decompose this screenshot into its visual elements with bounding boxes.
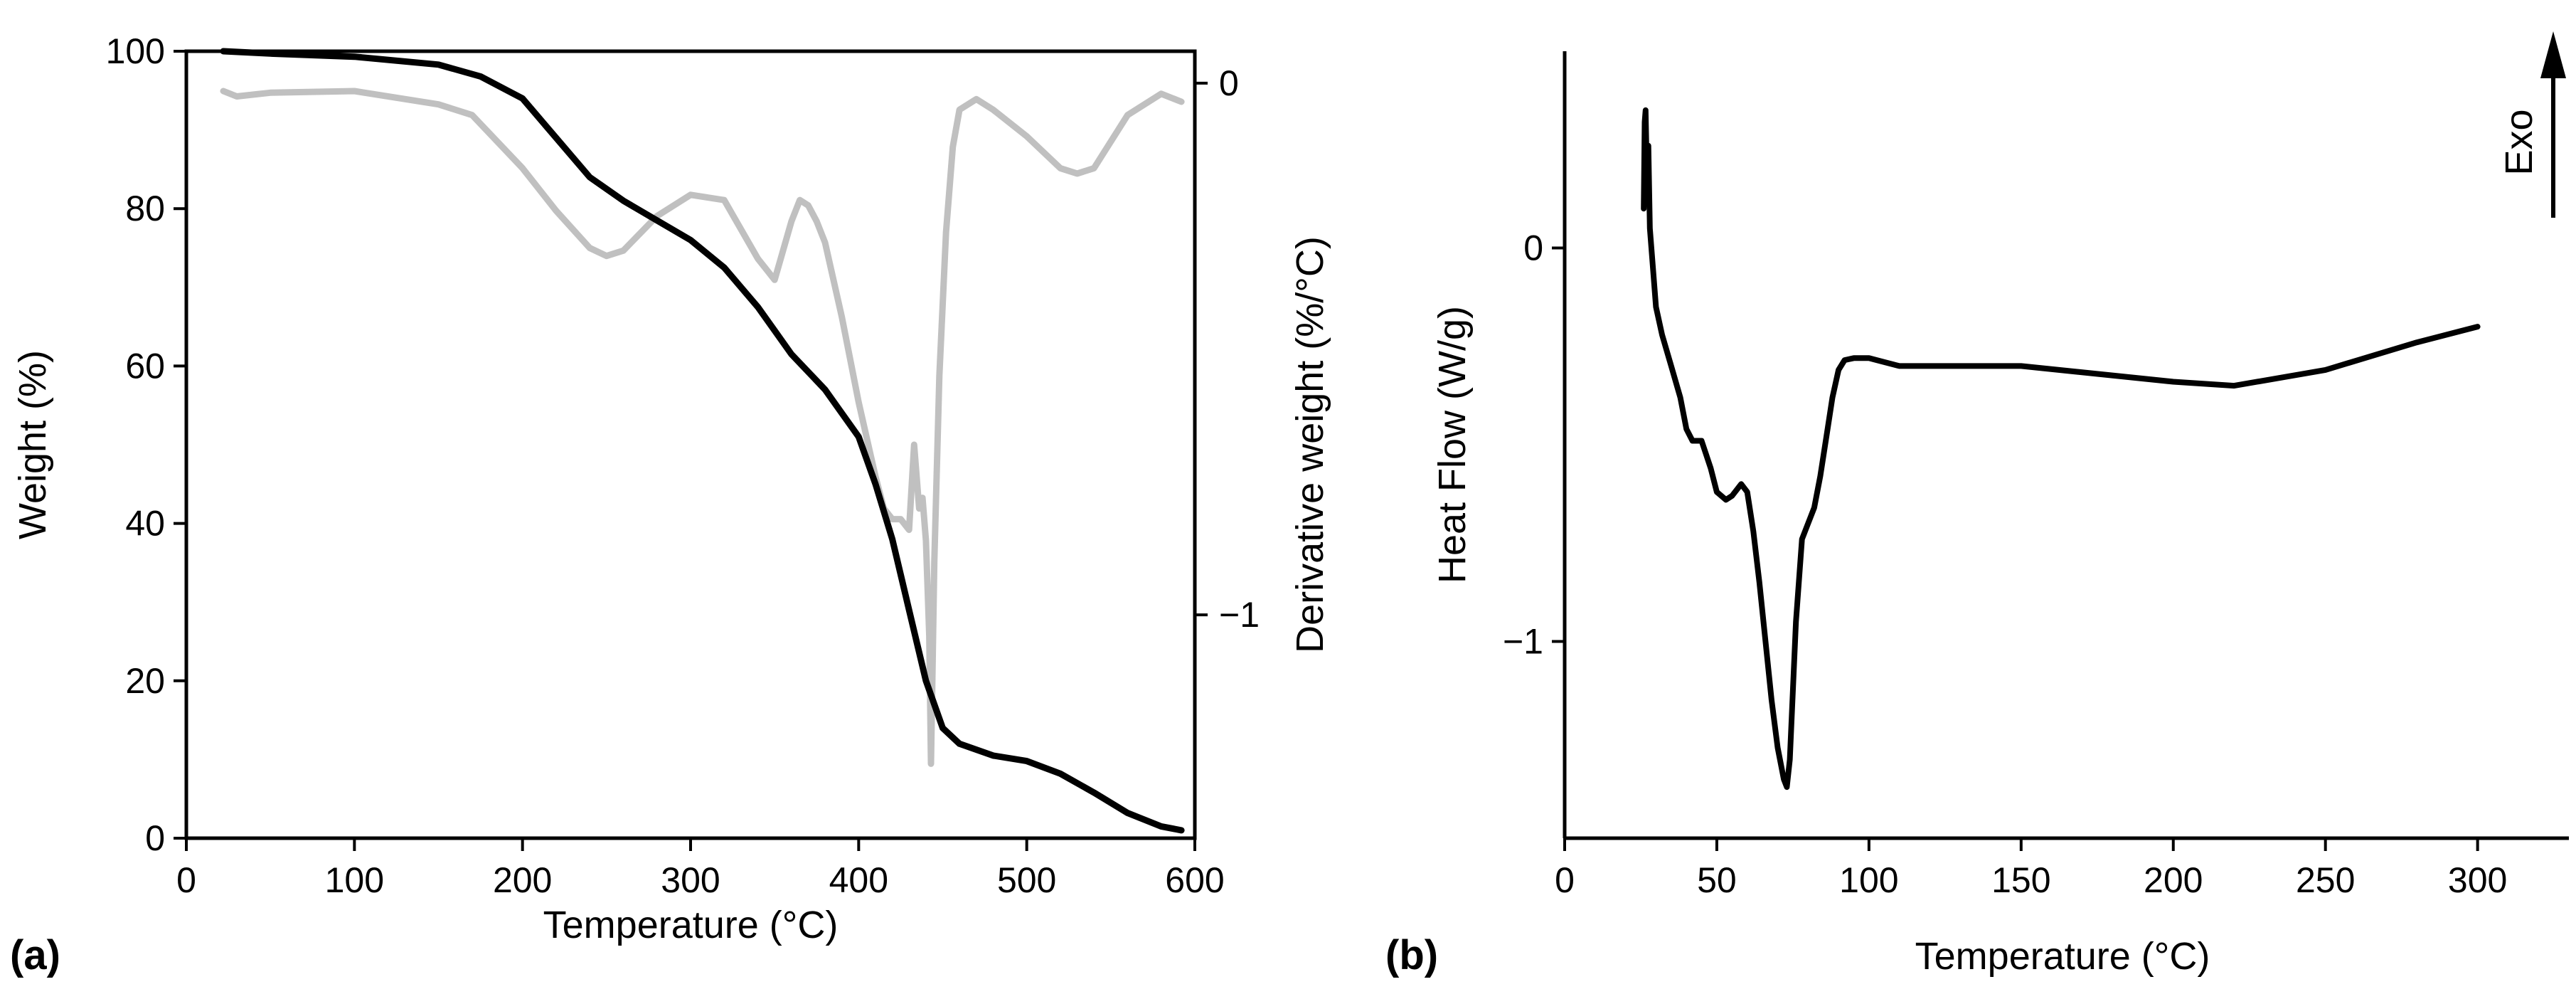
panel-b-x-ticks: 0 50 100 150 200 250 300 bbox=[1555, 838, 2507, 900]
panel-a-y2-ticks: −1 0 bbox=[1195, 63, 1260, 635]
exo-annotation: Exo bbox=[2498, 31, 2566, 218]
panel-a-y-tick-label: 40 bbox=[125, 504, 165, 544]
panel-b-x-tick-label: 100 bbox=[1839, 860, 1898, 900]
panel-b-y-tick-label: −1 bbox=[1503, 622, 1543, 662]
panel-a-x-tick-label: 600 bbox=[1165, 860, 1224, 900]
panel-b-series bbox=[1641, 107, 2481, 791]
panel-b-y-ticks: −1 0 bbox=[1503, 228, 1565, 662]
panel-a-y-ticks: 0 20 40 60 80 100 bbox=[106, 31, 186, 858]
panel-b-series-heat-flow-line bbox=[1641, 107, 2481, 791]
panel-a-x-tick-label: 0 bbox=[176, 860, 196, 900]
panel-a-x-tick-label: 100 bbox=[325, 860, 384, 900]
panel-a-y-tick-label: 0 bbox=[145, 818, 165, 858]
panel-b-y-tick-label: 0 bbox=[1523, 228, 1543, 268]
panel-a-x-tick-label: 400 bbox=[829, 860, 888, 900]
panel-b-x-axis-title: Temperature (°C) bbox=[1915, 935, 2210, 978]
panel-a-series-weight-line bbox=[220, 48, 1185, 834]
panel-a-x-ticks: 0 100 200 300 400 500 600 bbox=[176, 838, 1225, 900]
panel-a-series bbox=[220, 48, 1185, 834]
panel-a-x-tick-label: 200 bbox=[493, 860, 552, 900]
panel-b-x-tick-label: 50 bbox=[1697, 860, 1737, 900]
panel-a-x-axis-title: Temperature (°C) bbox=[543, 904, 839, 946]
panel-a-x-tick-label: 500 bbox=[997, 860, 1056, 900]
panel-a-chart: 0 100 200 300 400 500 600 0 20 40 60 80 100 −1 0 Tem… bbox=[10, 31, 1331, 978]
panel-a-x-tick-label: 300 bbox=[661, 860, 720, 900]
panel-a-y-tick-label: 60 bbox=[125, 346, 165, 386]
exo-arrow-head bbox=[2540, 31, 2566, 78]
panel-a-y2-tick-label: 0 bbox=[1219, 63, 1239, 103]
panel-a-label: (a) bbox=[10, 932, 60, 978]
exo-label: Exo bbox=[2498, 109, 2540, 175]
panel-b-x-tick-label: 0 bbox=[1555, 860, 1575, 900]
panel-b-x-tick-label: 250 bbox=[2296, 860, 2355, 900]
panel-b-x-tick-label: 300 bbox=[2448, 860, 2507, 900]
panel-a-axes bbox=[184, 49, 1197, 840]
panel-b-label: (b) bbox=[1385, 932, 1438, 978]
panel-a-series-derivative-weight-line bbox=[220, 88, 1185, 767]
panel-b-x-tick-label: 150 bbox=[1991, 860, 2050, 900]
panel-a-y-tick-label: 100 bbox=[106, 31, 165, 71]
panel-a-y-tick-label: 80 bbox=[125, 189, 165, 228]
panel-b-x-tick-label: 200 bbox=[2144, 860, 2203, 900]
panel-a-y-axis-title: Weight (%) bbox=[11, 350, 54, 539]
panel-a-y-tick-label: 20 bbox=[125, 661, 165, 701]
panel-b-axes bbox=[1563, 51, 2569, 840]
panel-b-y-axis-title: Heat Flow (W/g) bbox=[1431, 306, 1474, 583]
panel-a-y2-axis-title: Derivative weight (%/°C) bbox=[1289, 236, 1331, 653]
panel-a-y2-tick-label: −1 bbox=[1219, 595, 1260, 635]
panel-b-chart: 0 50 100 150 200 250 300 −10 Temperature (°C) … bbox=[1385, 31, 2569, 978]
panel-a-plot-frame bbox=[184, 49, 1197, 840]
